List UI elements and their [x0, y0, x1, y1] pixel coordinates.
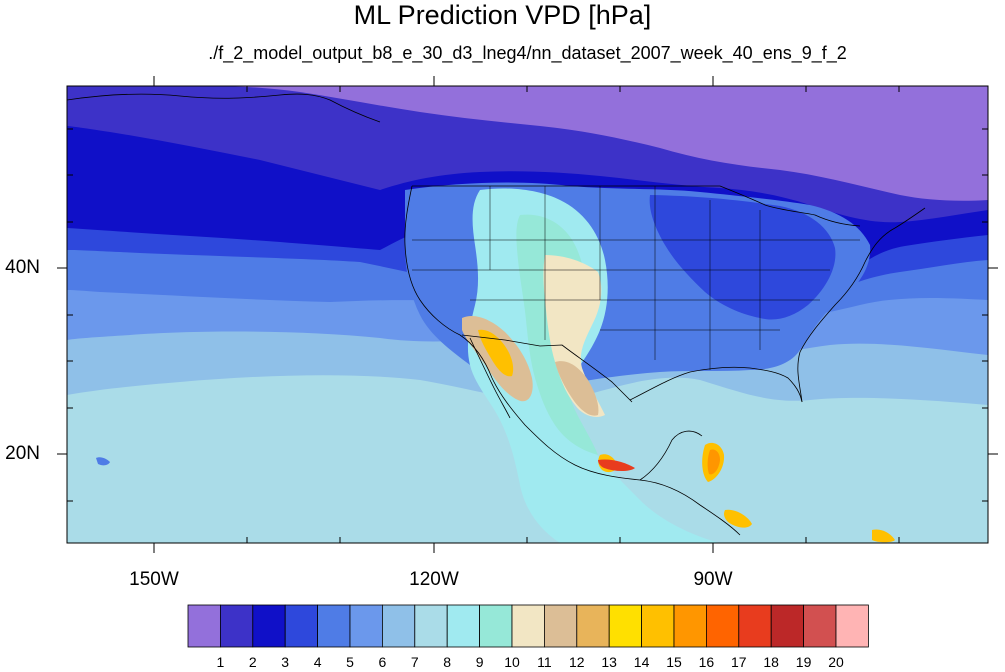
colorbar-tick-label: 10	[504, 654, 520, 670]
colorbar-swatch	[673, 604, 707, 648]
vpd-field	[67, 86, 988, 543]
colorbar-swatch	[641, 604, 675, 648]
baja-line	[469, 337, 511, 419]
colorbar-swatch	[770, 604, 805, 648]
colorbar	[187, 604, 869, 648]
tick-marks	[57, 76, 998, 553]
field-level-5-islands	[96, 457, 110, 466]
colorbar-tick-label: 3	[281, 654, 290, 670]
colorbar-swatch	[446, 604, 481, 648]
colorbar-swatch	[706, 604, 740, 648]
minor-tick-marks	[67, 86, 988, 543]
lon-label-150w: 150W	[129, 569, 179, 590]
lat-label-40n: 40N	[5, 257, 40, 278]
us-mexico-border	[461, 334, 633, 403]
colorbar-tick-label: 5	[346, 654, 354, 670]
map-subtitle: ./f_2_model_output_b8_e_30_d3_lneg4/nn_d…	[208, 43, 847, 63]
colorbar-swatch	[738, 604, 772, 648]
us-canada-border	[412, 185, 861, 227]
field-level-1	[67, 86, 988, 201]
colorbar-swatch	[414, 604, 448, 648]
colorbar-tick-label: 16	[698, 654, 715, 670]
field-level-16-land	[707, 449, 720, 475]
map-title: ML Prediction VPD [hPa]	[353, 0, 652, 30]
colorbar-tick-label: 6	[378, 654, 387, 670]
colorbar-tick-label: 18	[763, 654, 779, 670]
colorbar-tick-label: 4	[313, 654, 322, 670]
colorbar-swatch	[544, 604, 578, 648]
colorbar-swatch	[349, 604, 383, 648]
field-level-11-land	[543, 255, 605, 417]
colorbar-swatch	[187, 604, 221, 648]
colorbar-tick-label: 17	[731, 654, 747, 670]
field-level-15-land-5	[872, 529, 895, 543]
colorbar-tick-label: 11	[537, 654, 552, 670]
field-level-15-land	[478, 329, 514, 377]
state-lines	[412, 186, 860, 370]
colorbar-swatch	[479, 604, 513, 648]
colorbar-tick-label: 12	[569, 654, 585, 670]
colorbar-tick-label: 2	[248, 654, 257, 670]
lon-label-90w: 90W	[693, 569, 733, 590]
colorbar-tick-label: 15	[666, 654, 682, 670]
colorbar-tick-label: 20	[828, 654, 844, 670]
field-level-15-land-4	[724, 509, 752, 528]
colorbar-swatch	[284, 604, 319, 648]
colorbar-tick-label: 19	[795, 654, 812, 670]
colorbar-tick-label: 9	[475, 654, 484, 670]
colorbar-swatch	[252, 604, 286, 648]
yucatan-line	[639, 430, 703, 481]
lon-label-120w: 120W	[409, 569, 459, 590]
colorbar-swatch	[803, 604, 837, 648]
colorbar-tick-label: 14	[633, 654, 650, 670]
field-level-12-land-2	[555, 361, 599, 416]
east-coast-line	[797, 207, 926, 403]
lat-label-20n: 20N	[5, 443, 40, 464]
colorbar-swatch	[317, 604, 351, 648]
colorbar-tick-label: 7	[410, 654, 419, 670]
field-level-18-land	[598, 459, 635, 471]
gulf-coast-line	[629, 366, 803, 403]
colorbar-swatch	[381, 604, 416, 648]
colorbar-tick-label: 1	[216, 654, 225, 670]
coastlines	[67, 93, 926, 536]
colorbar-swatch	[219, 604, 254, 648]
field-level-4-land	[649, 195, 836, 320]
colorbar-tick-label: 8	[443, 654, 452, 670]
colorbar-swatch	[608, 604, 643, 648]
colorbar-tick-label: 13	[601, 654, 617, 670]
colorbar-swatch	[511, 604, 545, 648]
colorbar-swatch	[835, 604, 869, 648]
west-coast-line	[404, 185, 741, 536]
colorbar-swatch	[576, 604, 610, 648]
alaska-coast	[67, 93, 381, 123]
